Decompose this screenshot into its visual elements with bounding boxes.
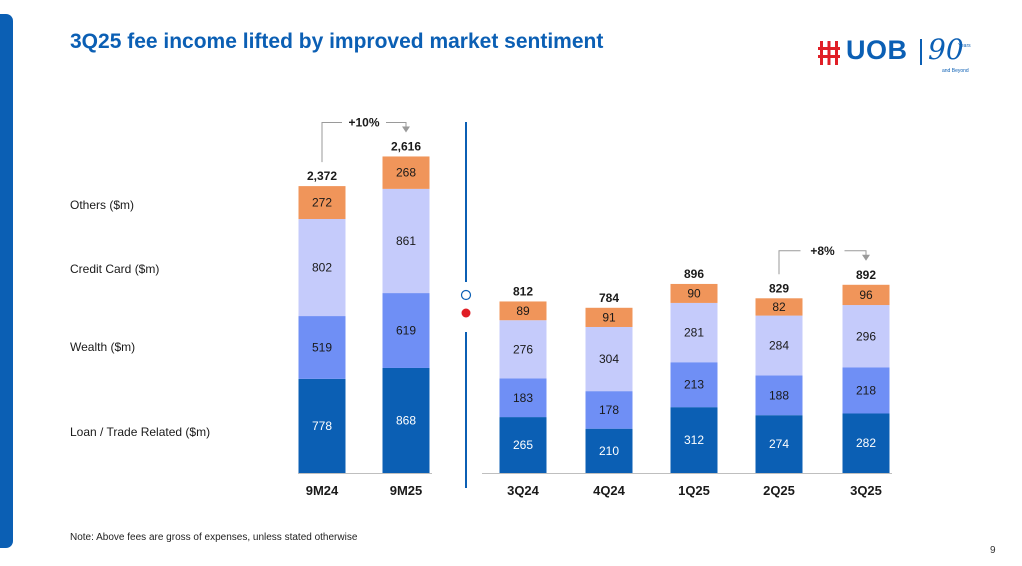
bar-credit-card-1Q25 [670, 302, 718, 363]
footnote: Note: Above fees are gross of expenses, … [70, 532, 358, 543]
bar-wealth-3Q25 [842, 367, 890, 414]
bar-credit-card-2Q25 [755, 315, 803, 376]
total-label-9M25: 2,616 [391, 139, 421, 153]
logo-anniversary: 90 [928, 33, 964, 66]
total-label-4Q24: 784 [599, 291, 619, 305]
logo-separator [920, 39, 922, 65]
change-bracket-right-quarter [844, 250, 867, 256]
bar-loan-3Q24 [499, 417, 547, 473]
bar-loan-2Q25 [755, 415, 803, 473]
uob-logo-mark-icon [818, 41, 840, 65]
bar-wealth-4Q24 [585, 391, 633, 429]
bar-loan-9M25 [382, 367, 430, 473]
bar-others-4Q24 [585, 307, 633, 327]
data-label-credit-card-1Q25: 281 [684, 326, 704, 340]
data-label-others-9M25: 268 [396, 166, 416, 180]
bar-others-3Q25 [842, 284, 890, 306]
data-label-others-4Q24: 91 [602, 310, 616, 324]
logo-text: UOB [846, 35, 908, 65]
slide-title: 3Q25 fee income lifted by improved marke… [70, 30, 604, 53]
bar-wealth-1Q25 [670, 362, 718, 408]
change-bracket-right-ninemonth [386, 121, 407, 128]
bar-loan-9M24 [298, 378, 346, 473]
data-label-credit-card-4Q24: 304 [599, 352, 619, 366]
data-label-loan-9M25: 868 [396, 413, 416, 427]
total-label-1Q25: 896 [684, 267, 704, 281]
bar-others-1Q25 [670, 283, 718, 303]
data-label-loan-9M24: 778 [312, 419, 332, 433]
bar-others-3Q24 [499, 301, 547, 321]
x-tick-label-3Q24: 3Q24 [507, 483, 540, 498]
data-label-others-3Q24: 89 [516, 304, 530, 318]
data-label-credit-card-9M25: 861 [396, 234, 416, 248]
bar-loan-4Q24 [585, 428, 633, 473]
data-label-loan-2Q25: 274 [769, 437, 789, 451]
x-tick-label-4Q24: 4Q24 [593, 483, 626, 498]
legend-label-loan-trade: Loan / Trade Related ($m) [70, 425, 211, 439]
data-label-others-1Q25: 90 [687, 286, 701, 300]
x-tick-label-2Q25: 2Q25 [763, 483, 795, 498]
data-label-others-9M24: 272 [312, 196, 332, 210]
legend-label-credit-card: Credit Card ($m) [70, 262, 160, 276]
bar-others-9M24 [298, 186, 346, 220]
bar-credit-card-9M25 [382, 188, 430, 294]
total-label-3Q25: 892 [856, 268, 876, 282]
bar-credit-card-9M24 [298, 219, 346, 317]
data-label-others-2Q25: 82 [772, 300, 786, 314]
total-label-2Q25: 829 [769, 281, 789, 295]
bar-wealth-9M25 [382, 293, 430, 368]
legend-label-wealth: Wealth ($m) [70, 340, 136, 354]
x-tick-label-1Q25: 1Q25 [678, 483, 710, 498]
data-label-wealth-9M25: 619 [396, 324, 416, 338]
change-arrow-icon-quarter [862, 254, 870, 261]
data-label-loan-3Q24: 265 [513, 438, 533, 452]
divider-marker-filled-icon [461, 308, 471, 318]
uob-logo: UOB 90 Years and Beyond [818, 33, 978, 77]
data-label-credit-card-9M24: 802 [312, 261, 332, 275]
bar-wealth-9M24 [298, 316, 346, 379]
data-label-wealth-4Q24: 178 [599, 403, 619, 417]
change-bracket-left-ninemonth [321, 121, 342, 163]
bar-loan-3Q25 [842, 413, 890, 473]
data-label-credit-card-3Q25: 296 [856, 329, 876, 343]
data-label-loan-4Q24: 210 [599, 444, 619, 458]
data-label-others-3Q25: 96 [859, 288, 873, 302]
data-label-wealth-1Q25: 213 [684, 378, 704, 392]
x-tick-label-9M24: 9M24 [306, 483, 339, 498]
x-tick-label-9M25: 9M25 [390, 483, 423, 498]
data-label-loan-3Q25: 282 [856, 436, 876, 450]
change-label-quarter: +8% [810, 244, 835, 258]
data-label-loan-1Q25: 312 [684, 433, 704, 447]
bar-credit-card-4Q24 [585, 326, 633, 392]
logo-years: Years [958, 43, 971, 49]
change-arrow-icon-ninemonth [402, 126, 410, 133]
left-accent-strip [0, 14, 13, 548]
bar-wealth-2Q25 [755, 375, 803, 416]
change-bracket-left-quarter [778, 250, 801, 275]
data-label-credit-card-3Q24: 276 [513, 342, 533, 356]
total-label-3Q24: 812 [513, 284, 533, 298]
data-label-credit-card-2Q25: 284 [769, 339, 789, 353]
logo-beyond: and Beyond [942, 68, 969, 74]
data-label-wealth-2Q25: 188 [769, 388, 789, 402]
data-label-wealth-3Q24: 183 [513, 391, 533, 405]
bar-others-2Q25 [755, 298, 803, 316]
bar-wealth-3Q24 [499, 378, 547, 418]
data-label-wealth-3Q25: 218 [856, 383, 876, 397]
total-label-9M24: 2,372 [307, 169, 337, 183]
bar-credit-card-3Q25 [842, 305, 890, 368]
legend-label-others: Others ($m) [70, 198, 135, 212]
bar-loan-1Q25 [670, 407, 718, 473]
change-label-ninemonth: +10% [348, 115, 379, 129]
page-number: 9 [990, 545, 996, 556]
divider-marker-hollow-icon [460, 289, 472, 301]
x-tick-label-3Q25: 3Q25 [850, 483, 882, 498]
bar-others-9M25 [382, 156, 430, 189]
data-label-wealth-9M24: 519 [312, 340, 332, 354]
bar-credit-card-3Q24 [499, 320, 547, 379]
